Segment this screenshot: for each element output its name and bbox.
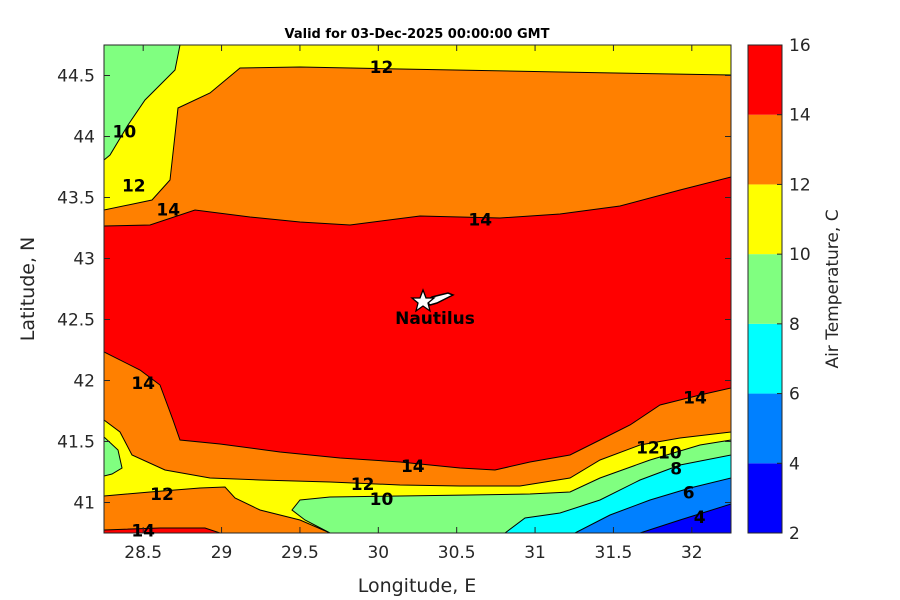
y-tick-label: 44.5	[57, 67, 95, 87]
colorbar-tick-label: 10	[789, 245, 811, 265]
station-marker: Nautilus	[395, 288, 475, 329]
band-8-10-top-left	[104, 45, 181, 161]
colorbar-tick-label: 16	[789, 36, 811, 56]
y-axis-ticks: 41 41.5 42 42.5 43 43.5 44 44.5	[57, 67, 731, 514]
y-tick-label: 41.5	[57, 433, 95, 453]
colorbar-frame	[747, 44, 783, 534]
band-14-16-center	[104, 176, 731, 471]
x-tick-label: 28.5	[124, 543, 162, 563]
y-tick-label: 42	[73, 372, 95, 392]
x-axis-label: Longitude, E	[358, 575, 477, 597]
contour-label: 12	[150, 485, 174, 505]
contour-label: 14	[156, 201, 180, 221]
chart-title: Valid for 03-Dec-2025 00:00:00 GMT	[285, 27, 550, 42]
band-12-14-bottom-strip	[104, 486, 331, 533]
contour-label: 14	[401, 457, 425, 477]
contour-label: 12	[351, 475, 375, 495]
colorbar-swatch	[748, 254, 782, 324]
contour-label: 6	[683, 484, 695, 504]
x-tick-label: 31.5	[595, 543, 633, 563]
contour-label: 8	[670, 459, 682, 479]
x-tick-label: 30	[367, 543, 389, 563]
band-14-16-bottom-strip	[104, 527, 221, 533]
y-tick-label: 43	[73, 250, 95, 270]
station-label: Nautilus	[395, 309, 475, 329]
contour-label: 14	[131, 374, 155, 394]
contour-fill-layer	[104, 45, 731, 533]
colorbar-swatch	[748, 184, 782, 255]
contour-label: 12	[370, 58, 394, 78]
contour-label: 12	[122, 176, 146, 196]
contour-label: 12	[636, 439, 660, 459]
x-tick-label: 31	[524, 543, 546, 563]
band-8-10-left-patch	[104, 436, 123, 477]
colorbar-tick-label: 12	[789, 175, 811, 195]
colorbar-tick-label: 8	[789, 315, 800, 335]
colorbar-swatch	[748, 393, 782, 464]
contour-label: 14	[468, 210, 492, 230]
contour-label: 10	[370, 490, 394, 510]
colorbar-tick-label: 6	[789, 385, 800, 405]
x-axis-ticks: 28.5 29 29.5 30 30.5 31 31.5 32	[124, 45, 703, 563]
y-tick-label: 43.5	[57, 189, 95, 209]
x-tick-label: 29	[211, 543, 233, 563]
colorbar-swatch	[748, 323, 782, 394]
contour-label: 14	[131, 522, 155, 542]
x-tick-label: 29.5	[281, 543, 319, 563]
y-tick-label: 42.5	[57, 311, 95, 331]
star-icon	[410, 288, 436, 313]
plot-frame	[103, 44, 732, 534]
colorbar-tick-label: 14	[789, 106, 811, 126]
coastline-shape	[424, 292, 455, 306]
y-tick-label: 41	[73, 494, 95, 514]
colorbar-tick-label: 2	[789, 524, 800, 544]
y-axis-label: Latitude, N	[17, 237, 39, 342]
colorbar-swatch	[748, 45, 782, 115]
colorbar-label: Air Temperature, C	[823, 209, 843, 368]
contour-label: 14	[683, 389, 707, 409]
contour-label: 10	[113, 123, 137, 143]
colorbar-tick-label: 4	[789, 454, 800, 474]
x-tick-label: 32	[681, 543, 703, 563]
x-tick-label: 30.5	[438, 543, 476, 563]
colorbar: 2 4 6 8 10 12 14 16	[747, 36, 811, 544]
colorbar-swatch	[748, 114, 782, 185]
band-2-4	[639, 503, 731, 533]
contour-label: 4	[694, 508, 706, 528]
colorbar-swatch	[748, 463, 782, 533]
contour-label: 10	[658, 443, 682, 463]
y-tick-label: 44	[73, 128, 95, 148]
